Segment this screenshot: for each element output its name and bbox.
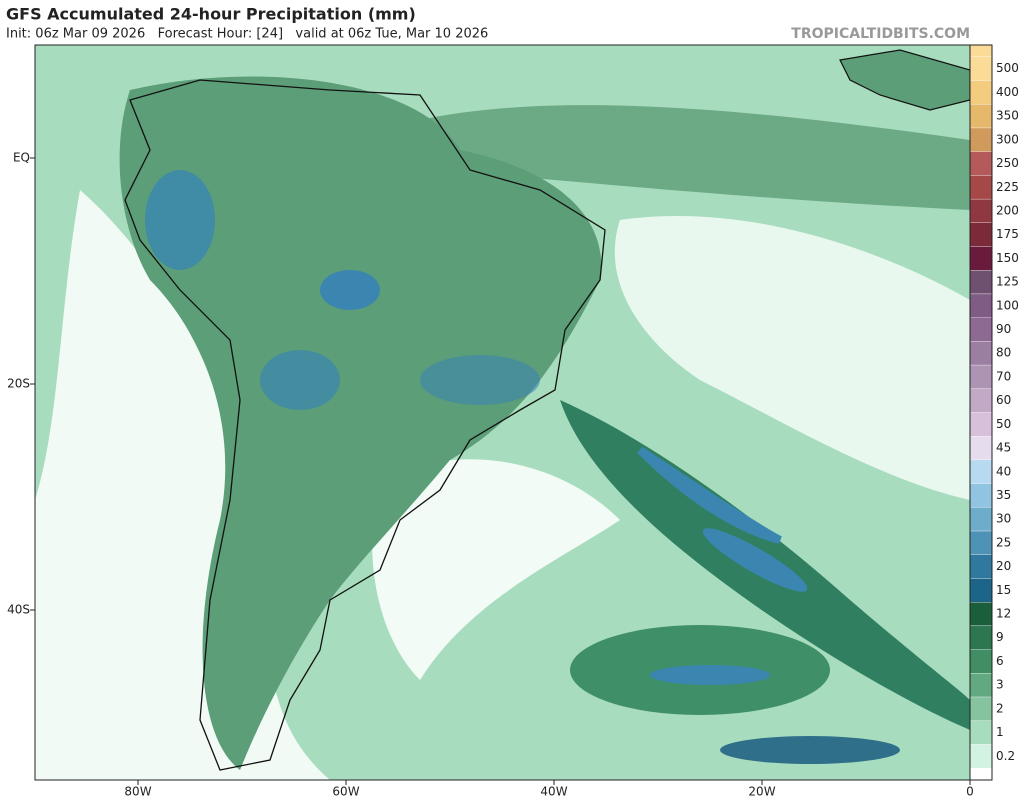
lon-label: 80W	[124, 785, 151, 799]
colorbar-label: 35	[996, 488, 1011, 502]
dry-area	[372, 459, 620, 680]
colorbar-label: 12	[996, 607, 1011, 621]
colorbar-label: 9	[996, 630, 1004, 644]
lat-label: 40S	[7, 603, 30, 617]
colorbar-label: 400	[996, 85, 1019, 99]
colorbar-label: 20	[996, 559, 1011, 573]
colorbar-label: 175	[996, 227, 1019, 241]
colorbar-box	[969, 554, 993, 579]
colorbar-box	[969, 198, 993, 223]
land-rain	[119, 76, 602, 770]
heavy-rain	[702, 528, 808, 592]
colorbar-box	[969, 578, 993, 603]
map	[35, 45, 970, 780]
heavy-rain	[637, 446, 782, 544]
colorbar-label: 70	[996, 369, 1011, 383]
colorbar-box	[969, 602, 993, 627]
lat-label: 20S	[7, 377, 30, 391]
colorbar-label: 350	[996, 109, 1019, 123]
colorbar-label: 25	[996, 535, 1011, 549]
colorbar-box	[969, 151, 993, 176]
colorbar-label: 250	[996, 156, 1019, 170]
colorbar-label: 15	[996, 583, 1011, 597]
heavy-rain	[720, 736, 900, 764]
colorbar-label: 200	[996, 203, 1019, 217]
colorbar-label: 300	[996, 132, 1019, 146]
colorbar-box	[969, 412, 993, 437]
lon-label: 40W	[540, 785, 567, 799]
colorbar-box	[969, 720, 993, 745]
colorbar-label: 50	[996, 417, 1011, 431]
colorbar-label: 3	[996, 678, 1004, 692]
colorbar-frame	[969, 44, 993, 781]
lon-label: 20W	[748, 785, 775, 799]
colorbar-label: 150	[996, 251, 1019, 265]
colorbar-box	[969, 222, 993, 247]
colorbar-label: 60	[996, 393, 1011, 407]
coastline	[124, 79, 606, 771]
dry-area	[614, 216, 970, 500]
watermark: TROPICALTIDBITS.COM	[791, 26, 970, 42]
colorbar-box	[969, 436, 993, 461]
heavy-rain	[145, 170, 215, 270]
colorbar-box	[969, 104, 993, 129]
lon-label: 0	[966, 785, 974, 799]
colorbar-box	[969, 317, 993, 342]
lon-label: 60W	[332, 785, 359, 799]
colorbar-box	[969, 530, 993, 555]
colorbar-label: 0.2	[996, 749, 1015, 763]
colorbar-label: 100	[996, 298, 1019, 312]
colorbar-box	[969, 364, 993, 389]
colorbar-box	[969, 80, 993, 105]
colorbar-box	[969, 56, 993, 81]
heavy-rain	[420, 355, 540, 405]
lat-label: EQ	[13, 151, 30, 165]
africa-coast	[839, 49, 970, 111]
colorbar-box	[969, 696, 993, 721]
colorbar-cap	[970, 45, 992, 57]
colorbar-label: 125	[996, 275, 1019, 289]
colorbar-box	[969, 459, 993, 484]
colorbar-cap	[970, 768, 992, 780]
colorbar-box	[969, 673, 993, 698]
heavy-rain	[260, 350, 340, 410]
title: GFS Accumulated 24-hour Precipitation (m…	[6, 5, 416, 24]
colorbar-box	[969, 388, 993, 413]
colorbar-label: 90	[996, 322, 1011, 336]
heavy-rain	[320, 270, 380, 310]
colorbar-box	[969, 507, 993, 532]
colorbar-box	[969, 246, 993, 271]
colorbar-label: 40	[996, 464, 1011, 478]
colorbar-box	[969, 649, 993, 674]
colorbar-label: 30	[996, 512, 1011, 526]
colorbar-label: 6	[996, 654, 1004, 668]
colorbar-label: 225	[996, 180, 1019, 194]
colorbar-box	[969, 270, 993, 295]
colorbar-label: 80	[996, 346, 1011, 360]
subtitle: Init: 06z Mar 09 2026 Forecast Hour: [24…	[6, 27, 488, 42]
colorbar-box	[969, 744, 993, 769]
colorbar-label: 2	[996, 701, 1004, 715]
colorbar-box	[969, 483, 993, 508]
colorbar-label: 45	[996, 441, 1011, 455]
colorbar-box	[969, 293, 993, 318]
colorbar-box	[969, 341, 993, 366]
rain-band	[420, 105, 970, 210]
colorbar-label: 1	[996, 725, 1004, 739]
colorbar-box	[969, 127, 993, 152]
colorbar-box	[969, 175, 993, 200]
heavy-rain	[650, 665, 770, 685]
colorbar-label: 500	[996, 61, 1019, 75]
colorbar-box	[969, 625, 993, 650]
